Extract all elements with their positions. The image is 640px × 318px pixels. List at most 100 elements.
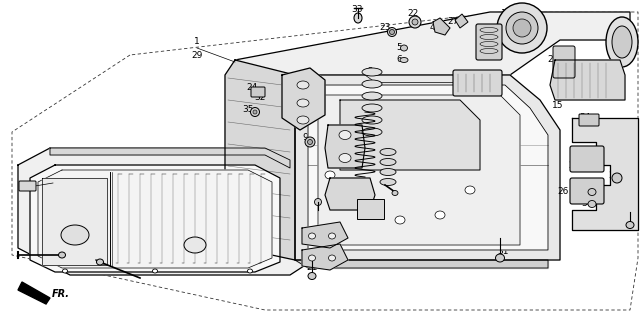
- Polygon shape: [42, 178, 107, 265]
- Ellipse shape: [513, 19, 531, 37]
- Text: 17: 17: [377, 183, 388, 192]
- Polygon shape: [318, 95, 520, 245]
- Ellipse shape: [307, 140, 312, 144]
- Text: 31: 31: [497, 247, 509, 257]
- FancyBboxPatch shape: [357, 199, 384, 219]
- Polygon shape: [325, 125, 365, 168]
- Ellipse shape: [435, 211, 445, 219]
- Ellipse shape: [612, 173, 622, 183]
- Ellipse shape: [308, 273, 316, 280]
- Text: 19: 19: [302, 231, 314, 239]
- Text: 26: 26: [557, 188, 569, 197]
- Ellipse shape: [63, 269, 67, 273]
- Polygon shape: [572, 118, 638, 230]
- Text: 12: 12: [324, 123, 336, 133]
- Polygon shape: [18, 282, 50, 304]
- Text: 24: 24: [609, 170, 620, 179]
- Ellipse shape: [380, 149, 396, 156]
- Polygon shape: [550, 60, 625, 100]
- Ellipse shape: [328, 233, 335, 239]
- Text: 36: 36: [622, 157, 634, 167]
- Polygon shape: [295, 260, 548, 268]
- Ellipse shape: [355, 196, 365, 204]
- Polygon shape: [225, 60, 295, 260]
- Ellipse shape: [61, 225, 89, 245]
- Text: 30: 30: [581, 198, 593, 208]
- Ellipse shape: [339, 154, 351, 162]
- Ellipse shape: [506, 12, 538, 44]
- Ellipse shape: [362, 92, 382, 100]
- Polygon shape: [18, 148, 310, 275]
- Text: 1: 1: [194, 38, 200, 46]
- Ellipse shape: [97, 259, 104, 265]
- Ellipse shape: [465, 186, 475, 194]
- Ellipse shape: [328, 255, 335, 261]
- Ellipse shape: [308, 233, 316, 239]
- FancyBboxPatch shape: [251, 87, 265, 97]
- Text: 4: 4: [429, 24, 435, 32]
- Text: 13: 13: [612, 25, 624, 34]
- Text: 5: 5: [396, 44, 402, 52]
- Ellipse shape: [588, 189, 596, 196]
- Ellipse shape: [497, 3, 547, 53]
- FancyBboxPatch shape: [19, 181, 36, 191]
- Polygon shape: [295, 75, 560, 260]
- Ellipse shape: [362, 128, 382, 136]
- Text: 35: 35: [243, 106, 253, 114]
- Text: 15: 15: [453, 75, 465, 85]
- Text: 34: 34: [579, 114, 591, 122]
- Ellipse shape: [314, 198, 321, 205]
- Ellipse shape: [588, 201, 596, 208]
- Text: 21: 21: [307, 264, 317, 273]
- Polygon shape: [455, 14, 468, 28]
- Ellipse shape: [380, 178, 396, 185]
- Text: 29: 29: [191, 51, 203, 59]
- Ellipse shape: [395, 216, 405, 224]
- Polygon shape: [340, 100, 480, 170]
- Text: 20: 20: [477, 25, 489, 34]
- Text: 9: 9: [302, 134, 308, 142]
- Ellipse shape: [390, 30, 394, 34]
- Ellipse shape: [339, 130, 351, 140]
- Text: 32: 32: [254, 93, 266, 102]
- Ellipse shape: [305, 137, 315, 147]
- Ellipse shape: [401, 45, 408, 51]
- Polygon shape: [433, 18, 450, 35]
- Polygon shape: [302, 244, 348, 270]
- Ellipse shape: [248, 269, 253, 273]
- Text: 20: 20: [547, 56, 559, 65]
- Ellipse shape: [362, 68, 382, 76]
- Text: 8: 8: [37, 248, 43, 258]
- Text: 14: 14: [101, 260, 113, 269]
- Text: 27: 27: [447, 17, 459, 26]
- Ellipse shape: [412, 19, 418, 25]
- Polygon shape: [50, 148, 290, 168]
- Ellipse shape: [626, 222, 634, 229]
- FancyBboxPatch shape: [579, 114, 599, 126]
- Ellipse shape: [354, 13, 362, 23]
- Polygon shape: [302, 222, 348, 248]
- Text: 33: 33: [624, 211, 636, 219]
- Ellipse shape: [400, 58, 408, 63]
- Ellipse shape: [362, 116, 382, 124]
- Ellipse shape: [380, 169, 396, 176]
- Polygon shape: [38, 170, 272, 268]
- FancyBboxPatch shape: [453, 70, 502, 96]
- Ellipse shape: [253, 110, 257, 114]
- Text: 11: 11: [334, 181, 346, 190]
- Ellipse shape: [606, 17, 638, 67]
- FancyBboxPatch shape: [476, 24, 502, 60]
- Ellipse shape: [250, 107, 259, 116]
- Text: 23: 23: [380, 24, 390, 32]
- FancyBboxPatch shape: [553, 46, 575, 78]
- Text: 33: 33: [351, 5, 363, 15]
- Text: 25: 25: [280, 78, 292, 86]
- Ellipse shape: [495, 254, 504, 262]
- Text: 3: 3: [584, 188, 590, 197]
- Text: 7: 7: [355, 110, 361, 120]
- Polygon shape: [282, 68, 325, 130]
- Text: 2: 2: [367, 67, 373, 77]
- Text: 18: 18: [47, 176, 59, 184]
- Ellipse shape: [308, 255, 316, 261]
- Ellipse shape: [152, 269, 157, 273]
